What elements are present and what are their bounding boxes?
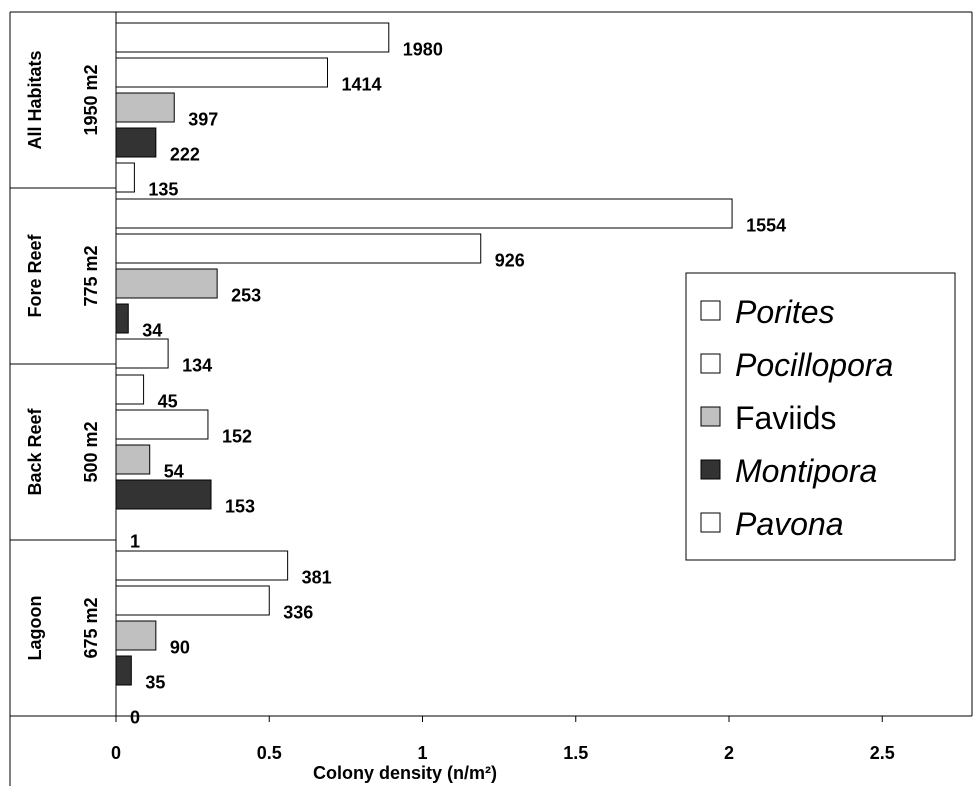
group-label-area: 775 m2 — [81, 245, 101, 306]
bar-fore-reef-pavona — [115, 338, 169, 369]
bar-all-habitats-pavona — [115, 162, 135, 193]
legend-swatch — [700, 300, 721, 321]
bar-value-label: 90 — [170, 638, 190, 658]
bar-value-label: 152 — [222, 427, 252, 447]
bar-value-label: 397 — [188, 110, 218, 130]
bar-lagoon-porites — [115, 550, 289, 581]
bar-value-label: 926 — [495, 251, 525, 271]
x-axis-title: Colony density (n/m²) — [313, 763, 497, 783]
x-tick-label: 0.5 — [257, 743, 282, 763]
bar-all-habitats-porites — [115, 22, 390, 53]
bar-all-habitats-pocillopora — [115, 57, 328, 88]
bar-fore-reef-faviids — [115, 268, 218, 299]
group-label-area: 1950 m2 — [81, 64, 101, 135]
bar-value-label: 253 — [231, 286, 261, 306]
group-label-area: 675 m2 — [81, 597, 101, 658]
legend: Porites Pocillopora Faviids Montipora Pavona — [685, 272, 956, 561]
legend-swatch — [700, 406, 721, 427]
bar-fore-reef-porites — [115, 198, 733, 229]
bar-value-label: 0 — [130, 708, 140, 728]
bar-value-label: 153 — [225, 497, 255, 517]
legend-swatch — [700, 459, 721, 480]
bar-value-label: 134 — [182, 356, 212, 376]
bar-value-label: 1554 — [746, 216, 786, 236]
legend-swatch — [700, 512, 721, 533]
x-tick-label: 1 — [417, 743, 427, 763]
legend-box — [685, 272, 956, 561]
group-label-name: Lagoon — [25, 596, 45, 661]
legend-entry-label: Pavona — [735, 506, 844, 542]
bar-value-label: 1414 — [341, 75, 381, 95]
x-tick-label: 0 — [111, 743, 121, 763]
group-label-name: Back Reef — [25, 407, 45, 495]
bar-value-label: 381 — [302, 568, 332, 588]
group-label-area: 500 m2 — [81, 421, 101, 482]
group-label-layer: All Habitats 1950 m2 Fore Reef 775 m2 Back R… — [25, 50, 101, 660]
legend-entry-label: Pocillopora — [735, 347, 893, 383]
x-tick-label: 2 — [724, 743, 734, 763]
x-tick-label: 2.5 — [870, 743, 895, 763]
bar-fore-reef-pocillopora — [115, 233, 482, 264]
bar-all-habitats-faviids — [115, 92, 175, 123]
bar-all-habitats-montipora — [115, 127, 157, 158]
bar-back-reef-porites — [115, 374, 145, 405]
bar-lagoon-faviids — [115, 620, 157, 651]
bar-layer — [115, 22, 733, 686]
bar-back-reef-montipora — [115, 479, 212, 510]
bar-value-label: 1980 — [403, 40, 443, 60]
legend-entry-label: Faviids — [735, 400, 836, 436]
bar-back-reef-pocillopora — [115, 409, 209, 440]
x-tick-label: 1.5 — [563, 743, 588, 763]
legend-entry-label: Porites — [735, 294, 835, 330]
bar-value-label: 222 — [170, 145, 200, 165]
group-label-name: Fore Reef — [25, 233, 45, 317]
legend-entry-label: Montipora — [735, 453, 877, 489]
legend-swatch — [700, 353, 721, 374]
bar-label-layer: 1980141439722213515549262533413445152541… — [130, 40, 786, 728]
x-axis: 0 0.5 1 1.5 2 2.5 — [111, 716, 895, 763]
group-label-name: All Habitats — [25, 50, 45, 149]
bar-value-label: 45 — [158, 392, 178, 412]
bar-lagoon-montipora — [115, 655, 132, 686]
bar-back-reef-faviids — [115, 444, 151, 475]
bar-lagoon-pocillopora — [115, 585, 270, 616]
bar-value-label: 35 — [145, 673, 165, 693]
bar-fore-reef-montipora — [115, 303, 129, 334]
bar-value-label: 135 — [148, 180, 178, 200]
bar-value-label: 34 — [142, 321, 162, 341]
bar-value-label: 1 — [130, 532, 140, 552]
bar-value-label: 54 — [164, 462, 184, 482]
bar-value-label: 336 — [283, 603, 313, 623]
